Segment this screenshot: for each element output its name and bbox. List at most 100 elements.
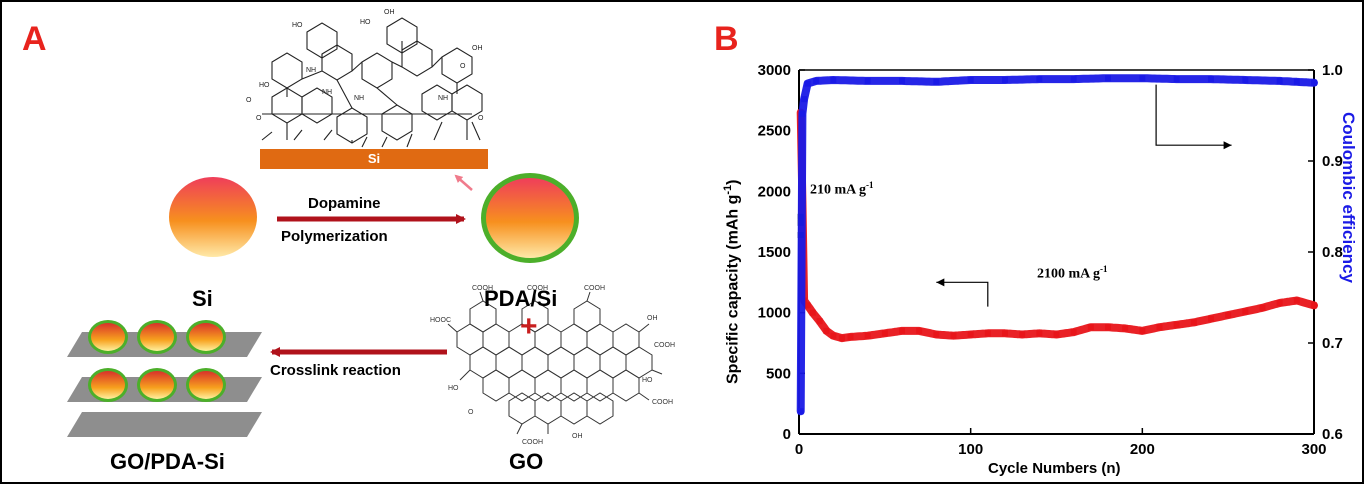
y-tick-label: 1500 xyxy=(758,244,791,261)
go-label: GO xyxy=(509,449,544,474)
data-point xyxy=(830,332,837,339)
x-tick-label: 300 xyxy=(1301,441,1326,458)
svg-text:COOH: COOH xyxy=(522,439,543,446)
panel-b-letter: B xyxy=(714,20,739,58)
annotation-arrowhead-0 xyxy=(936,278,945,287)
svg-text:OH: OH xyxy=(384,9,395,16)
y-tick-label: 3000 xyxy=(758,62,791,79)
data-point xyxy=(864,77,871,84)
svg-text:OH: OH xyxy=(647,315,658,322)
svg-text:O: O xyxy=(246,97,252,104)
dopamine-label: Dopamine xyxy=(308,195,381,212)
si-sphere xyxy=(169,177,257,257)
data-point xyxy=(823,327,830,334)
svg-text:HO: HO xyxy=(360,19,371,26)
y-tick-label: 2000 xyxy=(758,183,791,200)
annotation-arrow-1 xyxy=(1155,84,1232,146)
go-sheet-labels: HOOC COOH COOH COOH OH COOH HO COOH COOH… xyxy=(430,285,675,446)
si-label: Si xyxy=(192,286,213,311)
annotation-210: 210 mA g-1 xyxy=(810,180,874,198)
pda-network-structure xyxy=(261,17,483,148)
y-tick-label: 0 xyxy=(783,426,791,443)
data-point xyxy=(804,80,811,87)
data-point xyxy=(1036,330,1043,337)
data-point xyxy=(1019,331,1026,338)
data-point xyxy=(1105,324,1111,331)
x-tick-label: 200 xyxy=(1130,441,1155,458)
data-point xyxy=(1087,324,1094,331)
series-band-2 xyxy=(796,74,1318,416)
pda-si-label: PDA/Si xyxy=(484,286,558,311)
data-point xyxy=(1293,78,1300,85)
data-point xyxy=(1293,297,1300,304)
y-axis-title: Specific capacity (mAh g-1) xyxy=(722,179,742,385)
data-point xyxy=(1002,77,1008,84)
panel-a-letter: A xyxy=(22,20,47,58)
go-pda-si-layers xyxy=(67,320,262,437)
data-point xyxy=(1276,77,1283,84)
data-point xyxy=(1259,304,1266,311)
y-tick-label: 500 xyxy=(766,365,791,382)
data-point xyxy=(933,331,940,338)
svg-text:O: O xyxy=(256,115,262,122)
y2-tick-label: 0.8 xyxy=(1322,244,1343,261)
data-point xyxy=(1173,321,1180,328)
data-point xyxy=(1070,329,1077,336)
crosslink-label: Crosslink reaction xyxy=(270,362,401,379)
svg-text:COOH: COOH xyxy=(584,285,605,292)
annotation-arrowhead-1 xyxy=(1223,141,1232,150)
svg-text:O: O xyxy=(478,115,484,122)
data-point xyxy=(1105,75,1111,82)
series-band-0 xyxy=(796,108,1318,343)
y2-tick-label: 1.0 xyxy=(1322,62,1343,79)
data-point xyxy=(967,331,974,338)
data-point xyxy=(809,309,816,316)
svg-text:O: O xyxy=(460,63,466,70)
svg-text:OH: OH xyxy=(472,45,483,52)
data-point xyxy=(813,77,820,84)
data-point xyxy=(1190,319,1197,326)
x-tick-label: 100 xyxy=(958,441,983,458)
pda-si-core xyxy=(486,178,574,258)
data-point xyxy=(1173,76,1180,83)
annotation-arrow-0 xyxy=(936,281,989,307)
data-point xyxy=(916,327,923,334)
x-tick-label: 0 xyxy=(795,441,803,458)
x-axis-title: Cycle Numbers (n) xyxy=(988,460,1121,477)
data-point xyxy=(984,330,991,337)
si-substrate-bar xyxy=(260,149,488,169)
data-point xyxy=(881,330,888,337)
svg-text:HO: HO xyxy=(292,22,303,29)
data-point xyxy=(797,408,804,415)
data-point xyxy=(816,318,823,325)
y2-tick-label: 0.6 xyxy=(1322,426,1343,443)
data-point xyxy=(899,77,905,84)
svg-text:COOH: COOH xyxy=(652,399,673,406)
svg-text:NH: NH xyxy=(306,67,316,74)
data-point xyxy=(1225,312,1232,319)
data-point xyxy=(801,96,808,103)
panel-a-schematic: HO O NH HO OH OH O NH NH O O HO NH xyxy=(67,9,675,446)
y2-axis-title: Coulombic efficiency xyxy=(1339,112,1358,283)
data-point xyxy=(967,77,974,84)
data-point xyxy=(1036,76,1043,83)
y-tick-label: 2500 xyxy=(758,123,791,140)
go-pda-si-label: GO/PDA-Si xyxy=(110,449,225,474)
data-point xyxy=(864,332,871,339)
y2-tick-label: 0.9 xyxy=(1322,153,1343,170)
svg-text:HOOC: HOOC xyxy=(430,317,451,324)
svg-text:NH: NH xyxy=(322,89,332,96)
substrate-label: Si xyxy=(367,151,381,166)
data-point xyxy=(1122,325,1129,332)
plus-sign: + xyxy=(520,310,538,343)
data-point xyxy=(899,327,905,334)
data-point xyxy=(1208,76,1214,83)
data-point xyxy=(933,78,940,85)
svg-text:COOH: COOH xyxy=(472,285,493,292)
svg-text:HO: HO xyxy=(259,82,270,89)
y-tick-label: 1000 xyxy=(758,305,791,322)
data-point xyxy=(1208,315,1214,322)
svg-text:HO: HO xyxy=(642,377,653,384)
data-point xyxy=(1002,330,1008,337)
svg-text:COOH: COOH xyxy=(527,285,548,292)
